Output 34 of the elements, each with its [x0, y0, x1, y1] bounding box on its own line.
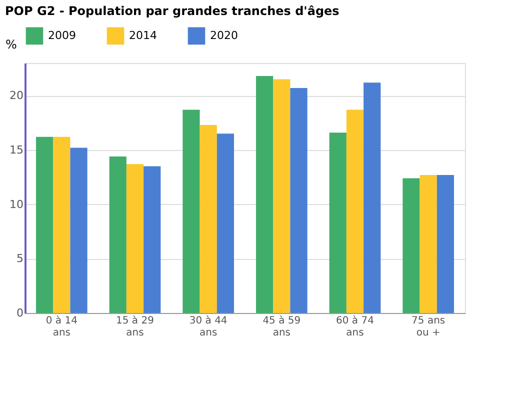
bar — [182, 110, 200, 313]
legend-label: 2014 — [129, 28, 157, 42]
bar — [216, 134, 234, 313]
bar — [402, 178, 420, 313]
y-tick-label: 15 — [10, 143, 24, 156]
x-tick-label: 75 ans ou + — [412, 316, 446, 338]
bar — [200, 124, 217, 313]
chart-title: POP G2 - Population par grandes tranches d'âges — [5, 4, 340, 18]
bar — [364, 82, 381, 313]
legend-label: 2009 — [48, 28, 76, 42]
y-tick-label: 0 — [16, 306, 24, 320]
y-axis-title: % — [6, 38, 17, 52]
bar — [420, 174, 437, 313]
y-tick-label: 10 — [10, 198, 24, 211]
x-tick-label: 45 à 59 ans — [262, 316, 301, 338]
bar — [144, 166, 161, 313]
bar — [273, 79, 290, 313]
bar — [70, 148, 88, 313]
x-tick-label: 30 à 44 ans — [189, 316, 228, 338]
bar — [109, 156, 126, 313]
bar — [256, 76, 274, 313]
bar — [436, 174, 454, 313]
bar — [126, 164, 144, 313]
x-tick-label: 0 à 14 ans — [46, 316, 78, 338]
bar — [346, 110, 364, 313]
y-tick-label: 20 — [10, 89, 24, 102]
bar — [290, 88, 308, 313]
bar — [53, 136, 70, 313]
y-tick-label: 5 — [16, 252, 24, 266]
bar — [36, 136, 54, 313]
x-tick-label: 15 à 29 ans — [116, 316, 154, 338]
legend-label: 2020 — [210, 28, 238, 42]
bar — [329, 132, 346, 313]
x-tick-label: 60 à 74 ans — [336, 316, 374, 338]
